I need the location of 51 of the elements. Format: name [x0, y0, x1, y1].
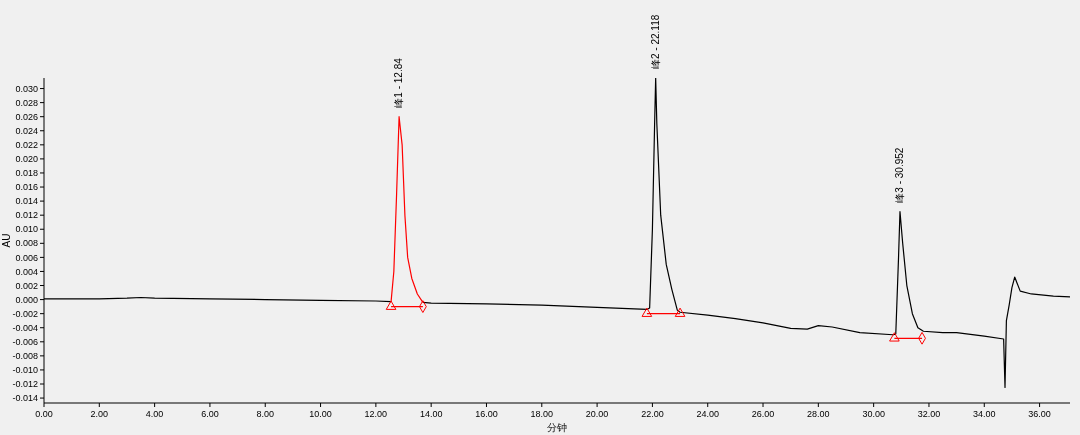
y-tick-label: 0.022: [15, 139, 38, 150]
x-tick-label: 2.00: [90, 409, 109, 419]
point: [385, 300, 397, 310]
x-axis-title: 分钟: [547, 422, 567, 433]
x-tick-label: 12.00: [364, 409, 388, 419]
y-tick-label: 0.004: [15, 266, 38, 277]
point: [641, 307, 653, 317]
x-tick-label: 20.00: [585, 409, 609, 419]
annotation: 峰1 - 12.84: [393, 57, 405, 108]
y-tick-label: 0.026: [15, 111, 38, 122]
x-tick-label: 4.00: [145, 409, 164, 419]
y-tick-label: -0.004: [12, 322, 38, 333]
y-tick-label: 0.030: [15, 83, 38, 94]
annotation: 峰2 - 22.118: [649, 14, 661, 69]
y-tick-label: -0.014: [12, 393, 38, 404]
y-tick-label: -0.008: [12, 351, 38, 362]
point: [889, 332, 900, 342]
y-tick-label: 0.006: [15, 252, 38, 263]
y-tick-label: 0.014: [15, 196, 38, 207]
annotation: 峰3 - 30.952: [893, 147, 905, 203]
y-tick-label: 0.024: [15, 125, 38, 136]
x-tick-label: 6.00: [201, 409, 219, 419]
point: [674, 307, 686, 317]
y-tick-label: -0.010: [12, 365, 38, 376]
y-tick-label: 0.010: [15, 224, 38, 235]
x-tick-label: 18.00: [530, 409, 554, 419]
y-tick-label: 0.016: [15, 182, 38, 193]
x-tick-label: 22.00: [641, 409, 664, 419]
x-tick-label: 0.00: [35, 409, 53, 419]
x-tick-label: 24.00: [696, 409, 719, 419]
y-axis-title: AU: [1, 233, 12, 248]
y-tick-label: 0.002: [15, 280, 38, 291]
y-tick-label: 0.000: [15, 294, 38, 305]
x-tick-label: 28.00: [807, 409, 830, 419]
x-tick-label: 8.00: [256, 409, 275, 419]
y-tick-label: 0.018: [15, 168, 38, 179]
x-tick-label: 26.00: [751, 409, 775, 419]
x-tick-label: 36.00: [1028, 409, 1051, 419]
y-tick-label: 0.008: [15, 238, 38, 249]
y-tick-label: 0.020: [15, 154, 38, 165]
x-tick-label: 34.00: [973, 409, 996, 419]
y-tick-label: -0.002: [12, 308, 38, 319]
y-tick-label: -0.006: [12, 336, 38, 347]
x-tick-label: 10.00: [309, 409, 332, 419]
y-tick-label: 0.012: [15, 210, 38, 221]
x-tick-label: 32.00: [917, 409, 941, 419]
y-tick-label: -0.012: [12, 379, 38, 390]
y-tick-label: 0.028: [15, 97, 38, 108]
x-tick-label: 16.00: [475, 409, 498, 419]
x-tick-label: 30.00: [862, 409, 885, 419]
x-tick-label: 14.00: [419, 409, 443, 419]
